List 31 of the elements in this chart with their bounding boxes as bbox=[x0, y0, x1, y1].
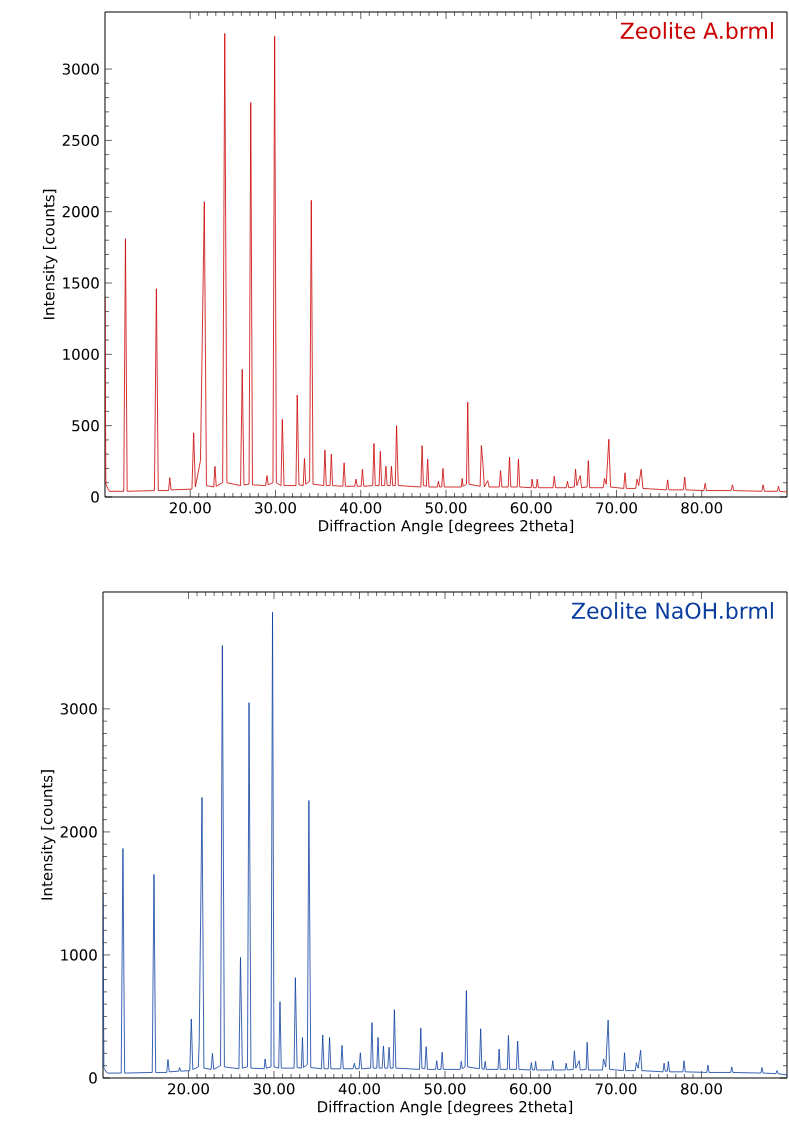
x-axis-title: Diffraction Angle [degrees 2theta] bbox=[318, 1100, 573, 1116]
x-tick-label: 20.00 bbox=[169, 502, 211, 514]
y-tick-label: 3000 bbox=[62, 63, 99, 75]
text: Zeolite NaOH.brml bbox=[571, 602, 773, 620]
y-tick-label: 2000 bbox=[60, 826, 97, 838]
x-tick-label: 70.00 bbox=[595, 1083, 637, 1095]
x-tick-label: 80.00 bbox=[681, 502, 723, 514]
y-tick-label: 1000 bbox=[63, 348, 99, 361]
y-tick-label: 2000 bbox=[62, 206, 99, 218]
x-tick-label: 50.00 bbox=[425, 502, 467, 514]
x-tick-label: 70.00 bbox=[596, 502, 637, 514]
y-axis-title: Intensity [counts] bbox=[42, 189, 58, 319]
x-tick-label: 50.00 bbox=[424, 1083, 466, 1095]
y-tick-label: 1500 bbox=[63, 277, 99, 289]
x-tick-label: 80.00 bbox=[681, 1083, 722, 1095]
x-tick-label: 30.00 bbox=[253, 1083, 295, 1095]
x-tick-label: 60.00 bbox=[510, 502, 552, 514]
y-tick-label: 3000 bbox=[60, 703, 97, 715]
y-tick-label: 0 bbox=[89, 1072, 97, 1084]
x-tick-label: 30.00 bbox=[255, 502, 296, 514]
y-tick-label: 1000 bbox=[61, 949, 97, 961]
x-axis-title: Diffraction Angle [degrees 2theta] bbox=[319, 519, 574, 535]
x-tick-label: 40.00 bbox=[340, 502, 382, 514]
y-tick-label: 500 bbox=[72, 420, 99, 432]
y-tick-label: 2500 bbox=[62, 134, 99, 147]
text: Zeolite A.brml bbox=[620, 22, 773, 40]
y-axis-title: Intensity [counts] bbox=[40, 770, 56, 900]
x-tick-label: 40.00 bbox=[338, 1083, 380, 1095]
x-tick-label: 20.00 bbox=[168, 1083, 209, 1095]
y-tick-label: 0 bbox=[91, 491, 99, 503]
x-tick-label: 60.00 bbox=[510, 1083, 551, 1095]
